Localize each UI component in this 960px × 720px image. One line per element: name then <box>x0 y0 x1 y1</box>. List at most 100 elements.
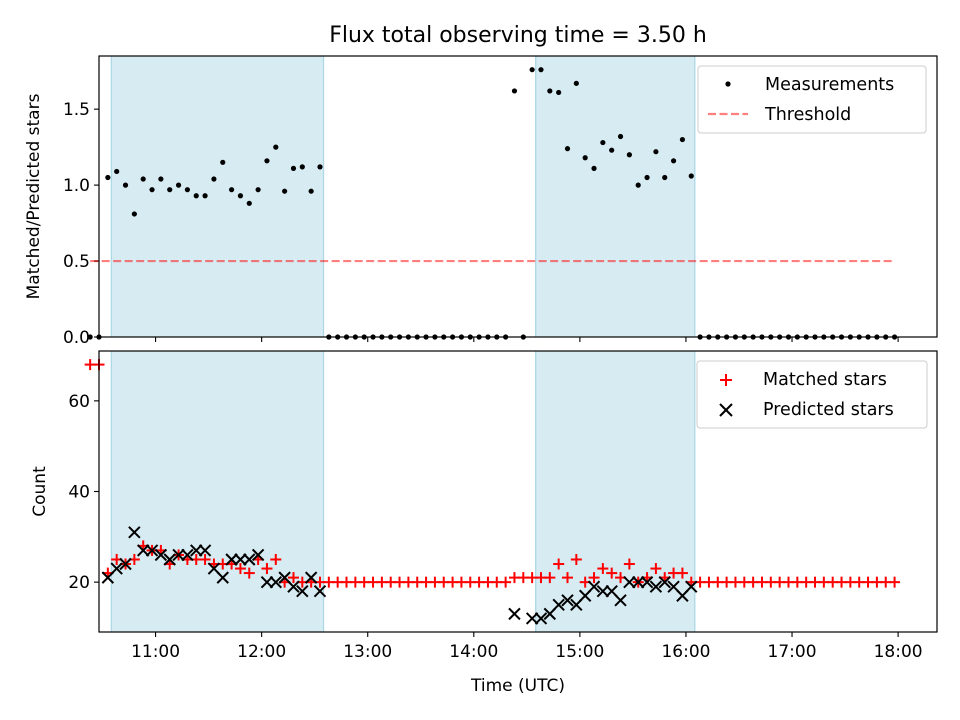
count-y-label: Count <box>30 466 50 517</box>
measurement-point <box>122 182 129 188</box>
measurement-point <box>87 334 93 340</box>
measurement-point <box>211 176 217 182</box>
matched-stars-marker <box>570 553 582 565</box>
measurement-point <box>273 144 279 150</box>
measurement-point <box>529 67 535 73</box>
predicted-stars-marker <box>561 594 574 607</box>
measurement-point <box>609 147 615 153</box>
measurement-point <box>662 174 668 181</box>
x-tick-label: 11:00 <box>131 642 180 662</box>
x-tick-label: 15:00 <box>555 642 604 662</box>
predicted-stars-points <box>101 526 698 625</box>
legend-matched-label: Matched stars <box>763 370 887 390</box>
predicted-stars-marker <box>119 557 132 571</box>
predicted-stars-marker <box>596 585 610 598</box>
matched-stars-marker <box>243 567 255 579</box>
matched-stars-marker <box>199 553 211 565</box>
matched-stars-marker <box>261 563 273 575</box>
matched-stars-marker <box>597 563 609 575</box>
ratio-axes-frame <box>98 55 938 338</box>
ratio-legend: Measurements Threshold <box>697 65 927 134</box>
measurement-point <box>308 188 314 194</box>
matched-stars-marker <box>889 576 901 588</box>
figure-title: Flux total observing time = 3.50 h <box>329 23 707 48</box>
count-axes: 20 40 60 11:00 12:00 13:00 14:00 15:00 16:00 17:0… <box>30 350 938 696</box>
predicted-stars-marker <box>685 580 698 593</box>
measurement-point <box>184 187 190 193</box>
predicted-stars-marker <box>225 553 238 566</box>
legend-measurements-label: Measurements <box>765 75 894 95</box>
measurement-point <box>114 168 120 175</box>
measurement-point <box>220 159 226 165</box>
predicted-stars-marker <box>658 575 671 589</box>
predicted-stars-marker <box>190 544 203 557</box>
measurement-point <box>175 182 182 188</box>
measurement-point <box>202 193 208 199</box>
matched-stars-marker <box>287 572 299 584</box>
predicted-stars-marker <box>251 548 265 562</box>
measurement-point <box>149 187 155 193</box>
predicted-stars-marker <box>216 571 229 584</box>
measurement-point <box>538 67 544 73</box>
legend-frame <box>697 65 927 134</box>
measurement-point <box>653 149 659 155</box>
matched-stars-marker <box>623 558 635 570</box>
matched-stars-marker <box>500 576 512 588</box>
matched-stars-marker <box>234 563 246 575</box>
observing-windows <box>110 56 696 337</box>
predicted-stars-marker <box>623 575 636 589</box>
predicted-stars-marker <box>145 544 159 557</box>
measurement-point <box>237 193 244 199</box>
matched-stars-marker <box>676 567 688 579</box>
predicted-stars-marker <box>534 612 548 625</box>
x-tick-label: 16:00 <box>661 642 710 662</box>
predicted-stars-marker <box>172 548 185 562</box>
legend-measurements-marker <box>725 81 731 87</box>
measurement-point <box>688 173 694 179</box>
count-legend: Matched stars Predicted stars <box>696 360 928 429</box>
predicted-stars-marker <box>632 575 645 589</box>
predicted-stars-marker <box>269 575 283 589</box>
measurement-point <box>582 155 588 161</box>
predicted-stars-marker <box>110 562 123 575</box>
measurement-point <box>140 176 146 182</box>
matched-stars-marker <box>650 563 662 575</box>
legend-predicted-label: Predicted stars <box>763 400 894 420</box>
predicted-stars-marker <box>198 544 212 557</box>
measurement-point <box>228 187 235 193</box>
predicted-stars-marker <box>552 598 565 612</box>
count-axes-frame <box>98 350 938 633</box>
measurement-point <box>679 136 686 143</box>
predicted-stars-marker <box>287 580 300 593</box>
y-tick-label: 40 <box>68 483 90 503</box>
predicted-stars-marker <box>587 580 601 593</box>
predicted-stars-marker <box>525 612 539 625</box>
measurement-point <box>193 193 199 199</box>
predicted-stars-marker <box>234 553 247 566</box>
matched-stars-marker <box>553 558 565 570</box>
predicted-stars-marker <box>304 571 318 584</box>
y-tick-label: 1.5 <box>63 100 90 120</box>
measurement-point <box>167 187 173 193</box>
predicted-stars-marker <box>313 585 327 598</box>
predicted-stars-marker <box>260 575 274 589</box>
measurement-point <box>511 88 518 94</box>
x-tick-label: 14:00 <box>449 642 498 662</box>
predicted-stars-marker <box>163 553 176 566</box>
matched-stars-marker <box>270 553 282 565</box>
observing-window-band <box>111 56 324 337</box>
ratio-y-label: Matched/Predicted stars <box>24 93 44 299</box>
measurement-point <box>158 176 164 182</box>
matched-stars-marker <box>544 572 556 584</box>
measurement-point <box>670 158 677 164</box>
y-tick-label: 20 <box>68 573 90 593</box>
y-tick-label: 1.0 <box>63 176 90 196</box>
measurement-point <box>290 165 297 171</box>
measurement-point <box>299 164 305 170</box>
x-tick-label: 12:00 <box>237 642 286 662</box>
measurement-point <box>105 174 111 181</box>
measurement-point <box>644 174 650 181</box>
x-tick-label: 13:00 <box>343 642 392 662</box>
measurement-point <box>246 200 252 206</box>
